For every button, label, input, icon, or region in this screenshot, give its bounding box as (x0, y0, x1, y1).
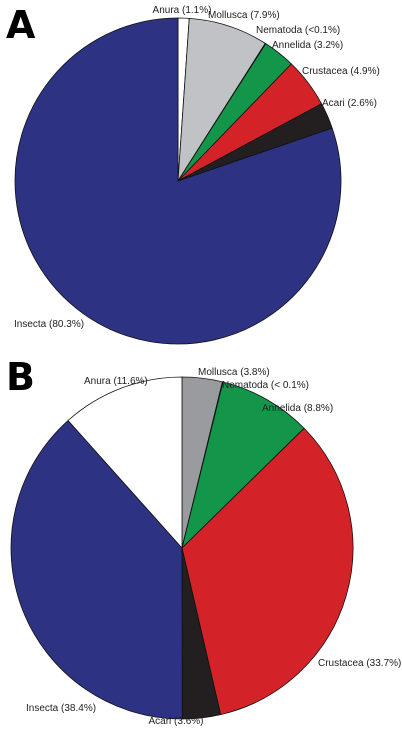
pie-b-label-anura: Anura (11.6%) (84, 376, 148, 387)
panel-b-letter: B (6, 355, 35, 399)
pie-b-label-crustacea: Crustacea (33.7%) (318, 658, 401, 669)
pie-a-label-annelida: Annelida (3.2%) (272, 40, 343, 51)
pie-a-label-anura: Anura (1.1%) (153, 5, 212, 16)
pie-b-label-mollusca: Mollusca (3.8%) (198, 367, 270, 378)
pie-a-label-mollusca: Mollusca (7.9%) (208, 10, 280, 21)
pie-b-label-acari: Acari (3.6%) (148, 716, 203, 727)
pie-b-slice-insecta (10, 419, 183, 720)
pie-b-slice-annelida (181, 381, 305, 550)
pie-a-label-nematoda: Nematoda (<0.1%) (256, 25, 340, 36)
pie-a-label-insecta: Insecta (80.3%) (14, 319, 84, 330)
panel-a-letter: A (6, 3, 36, 47)
pie-b-label-annelida: Annelida (8.8%) (262, 403, 333, 414)
pie-chart-a: Anura (1.1%)Mollusca (7.9%) Nematoda (<0.… (14, 5, 380, 345)
pie-b-slice-anura (67, 376, 183, 550)
pie-chart-b: Mollusca (3.8%) Nematoda (< 0.1%) Annelida… (10, 367, 401, 727)
pie-b-slice-crustacea (181, 427, 354, 716)
pie-b-label-insecta: Insecta (38.4%) (26, 703, 96, 714)
pie-b-label-nematoda: Nematoda (< 0.1%) (222, 380, 309, 391)
pie-a-slice-insecta (14, 17, 342, 345)
pie-a-label-crustacea: Crustacea (4.9%) (302, 66, 380, 77)
pie-a-label-acari: Acari (2.6%) (322, 98, 377, 109)
